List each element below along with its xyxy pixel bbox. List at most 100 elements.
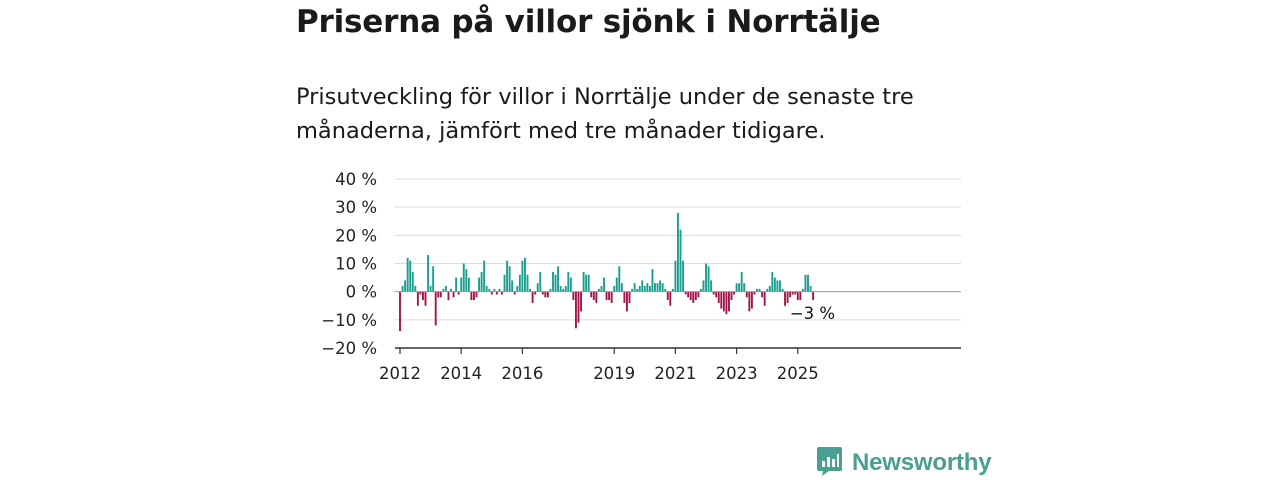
- bar: [715, 291, 718, 298]
- bar: [488, 288, 491, 292]
- bar: [694, 291, 697, 301]
- bar: [597, 288, 600, 292]
- bar: [763, 291, 766, 306]
- bar-chart-bubble-icon: [816, 446, 843, 480]
- bar: [562, 288, 565, 292]
- brand-name: Newsworthy: [852, 449, 992, 476]
- bar: [437, 291, 440, 298]
- bar: [809, 286, 812, 292]
- bar: [406, 257, 409, 292]
- bar: [557, 266, 560, 292]
- bar: [554, 274, 557, 292]
- bar: [511, 280, 514, 292]
- bar: [651, 269, 654, 292]
- bar: [699, 288, 702, 292]
- bar: [608, 291, 611, 301]
- bar: [577, 291, 580, 323]
- bar: [779, 280, 781, 292]
- bar: [740, 271, 743, 292]
- x-tick-label: 2021: [654, 364, 696, 383]
- bar: [679, 229, 682, 292]
- bar: [422, 291, 424, 301]
- y-tick-label: 10 %: [335, 255, 377, 274]
- bar: [490, 291, 493, 295]
- bar: [409, 260, 412, 292]
- bar: [575, 291, 577, 329]
- x-tick-label: 2019: [593, 364, 635, 383]
- bar: [722, 291, 725, 312]
- x-tick-label: 2016: [501, 364, 543, 383]
- bar: [677, 212, 679, 292]
- bar: [789, 291, 792, 298]
- bar: [460, 277, 463, 292]
- bar: [710, 280, 713, 292]
- bar: [516, 286, 519, 292]
- bars: [399, 212, 815, 332]
- bar: [429, 286, 432, 292]
- bar: [541, 291, 544, 295]
- bar: [794, 291, 797, 295]
- bar: [801, 288, 804, 292]
- bar: [707, 266, 710, 292]
- bar: [669, 291, 672, 306]
- bar: [631, 288, 633, 292]
- bar: [702, 280, 705, 292]
- bar: [447, 291, 450, 301]
- bar: [791, 291, 794, 295]
- bar: [728, 291, 730, 312]
- bar: [465, 269, 468, 292]
- bar: [544, 291, 547, 298]
- bar: [513, 291, 516, 295]
- bar: [424, 291, 427, 306]
- bar: [493, 288, 496, 292]
- bar: [648, 286, 651, 292]
- bar: [753, 291, 756, 295]
- bar: [452, 291, 455, 298]
- bar: [590, 291, 593, 298]
- bar: [638, 286, 641, 292]
- bar: [768, 286, 771, 292]
- y-tick-label: 40 %: [335, 170, 377, 189]
- bar: [750, 291, 753, 309]
- y-tick-label: 20 %: [335, 226, 377, 245]
- bar: [756, 288, 758, 292]
- bar: [605, 291, 608, 301]
- bar: [536, 283, 539, 292]
- bar: [804, 274, 807, 292]
- x-tick-label: 2014: [440, 364, 482, 383]
- bar: [748, 291, 751, 312]
- bar: [674, 260, 677, 292]
- bar: [450, 288, 452, 292]
- bar: [531, 291, 534, 303]
- bar: [697, 291, 700, 298]
- chart-title: Priserna på villor sjönk i Norrtälje: [296, 4, 881, 40]
- bar: [498, 288, 501, 292]
- bar: [434, 291, 437, 326]
- bar: [603, 277, 605, 292]
- bar: [664, 288, 667, 292]
- bar: [473, 291, 475, 301]
- bar: [485, 286, 488, 292]
- bar: [771, 271, 774, 292]
- bar: [776, 280, 779, 292]
- bar: [462, 263, 465, 292]
- bar: [643, 286, 646, 292]
- bar: [784, 291, 786, 306]
- bar: [592, 291, 595, 301]
- bar: [478, 277, 480, 292]
- bar: [432, 266, 435, 292]
- bar: [582, 271, 585, 292]
- bar: [399, 291, 401, 332]
- bar: [546, 291, 549, 298]
- newsworthy-logo: Newsworthy: [816, 446, 992, 480]
- bar: [439, 291, 442, 298]
- bar: [641, 280, 644, 292]
- bar: [564, 286, 567, 292]
- y-tick-label: 0 %: [346, 283, 377, 302]
- bar: [628, 291, 631, 303]
- bar: [807, 274, 809, 292]
- bar: [585, 274, 588, 292]
- bar: [518, 274, 521, 292]
- bar: [401, 286, 404, 292]
- bar: [796, 291, 799, 301]
